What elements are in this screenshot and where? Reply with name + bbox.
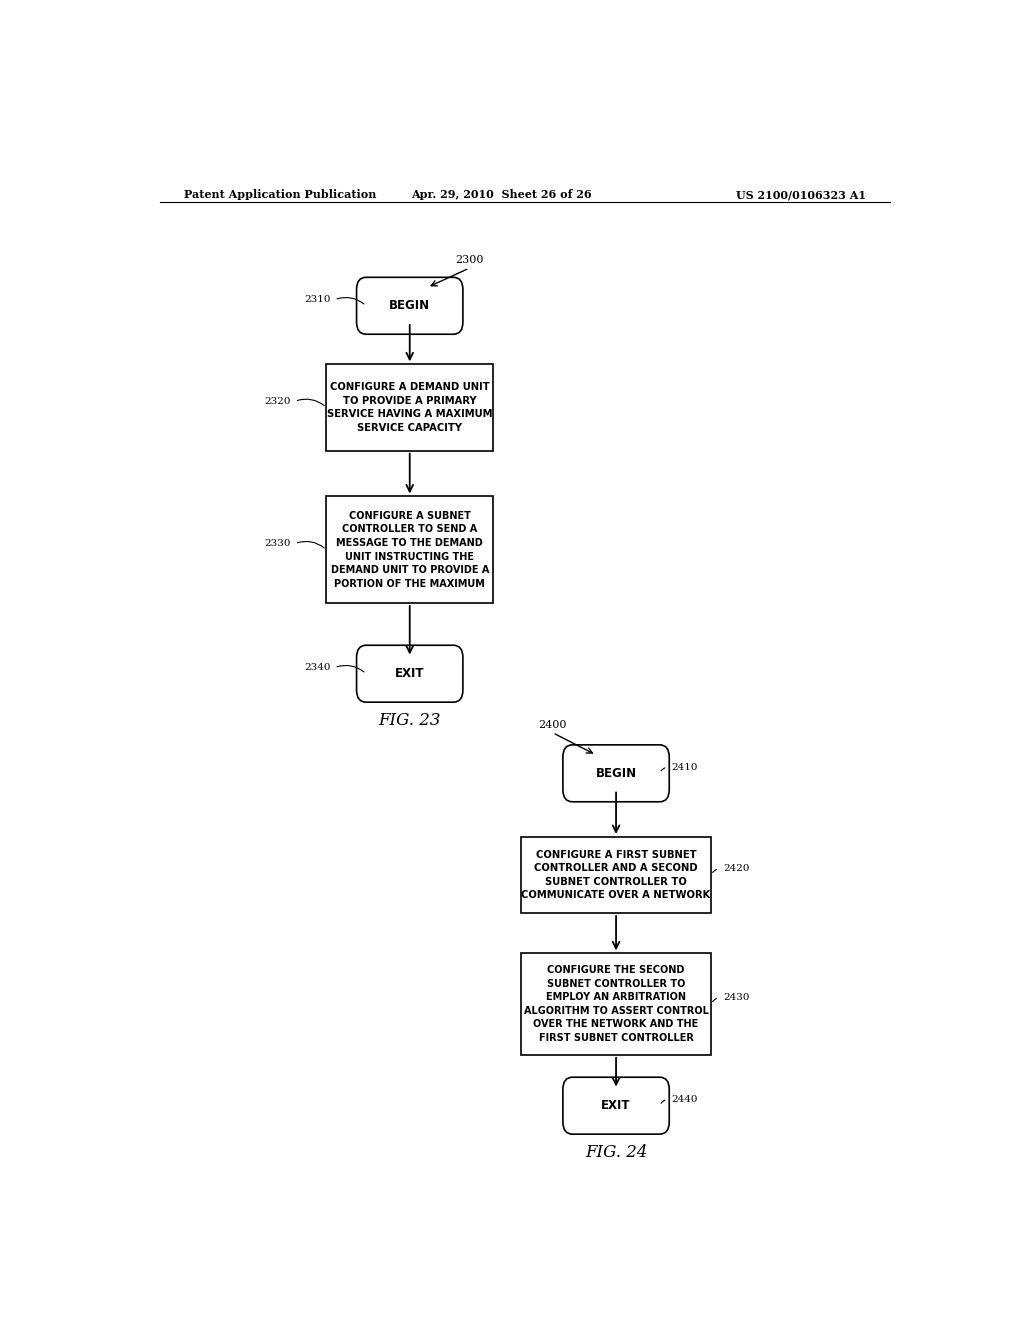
Text: CONFIGURE A DEMAND UNIT
TO PROVIDE A PRIMARY
SERVICE HAVING A MAXIMUM
SERVICE CA: CONFIGURE A DEMAND UNIT TO PROVIDE A PRI… bbox=[327, 381, 493, 433]
Text: 2410: 2410 bbox=[672, 763, 698, 772]
Text: 2330: 2330 bbox=[264, 539, 291, 548]
Text: US 2100/0106323 A1: US 2100/0106323 A1 bbox=[736, 190, 866, 201]
Text: CONFIGURE A SUBNET
CONTROLLER TO SEND A
MESSAGE TO THE DEMAND
UNIT INSTRUCTING T: CONFIGURE A SUBNET CONTROLLER TO SEND A … bbox=[331, 511, 488, 589]
Text: Apr. 29, 2010  Sheet 26 of 26: Apr. 29, 2010 Sheet 26 of 26 bbox=[411, 190, 591, 201]
Text: BEGIN: BEGIN bbox=[389, 300, 430, 313]
Text: 2430: 2430 bbox=[723, 994, 750, 1002]
FancyBboxPatch shape bbox=[327, 496, 494, 603]
Text: EXIT: EXIT bbox=[395, 667, 425, 680]
FancyBboxPatch shape bbox=[356, 277, 463, 334]
Text: Patent Application Publication: Patent Application Publication bbox=[183, 190, 376, 201]
Text: 2420: 2420 bbox=[723, 865, 750, 874]
Text: 2440: 2440 bbox=[672, 1096, 698, 1104]
FancyBboxPatch shape bbox=[356, 645, 463, 702]
FancyBboxPatch shape bbox=[563, 744, 670, 801]
Text: CONFIGURE A FIRST SUBNET
CONTROLLER AND A SECOND
SUBNET CONTROLLER TO
COMMUNICAT: CONFIGURE A FIRST SUBNET CONTROLLER AND … bbox=[521, 850, 711, 900]
Text: 2310: 2310 bbox=[304, 296, 331, 304]
FancyBboxPatch shape bbox=[521, 837, 712, 913]
Text: 2300: 2300 bbox=[455, 255, 483, 265]
Text: 2320: 2320 bbox=[264, 397, 291, 405]
Text: BEGIN: BEGIN bbox=[596, 767, 637, 780]
Text: FIG. 24: FIG. 24 bbox=[585, 1144, 647, 1160]
Text: 2340: 2340 bbox=[304, 663, 331, 672]
Text: FIG. 23: FIG. 23 bbox=[379, 711, 441, 729]
Text: CONFIGURE THE SECOND
SUBNET CONTROLLER TO
EMPLOY AN ARBITRATION
ALGORITHM TO ASS: CONFIGURE THE SECOND SUBNET CONTROLLER T… bbox=[523, 965, 709, 1043]
FancyBboxPatch shape bbox=[521, 953, 712, 1055]
FancyBboxPatch shape bbox=[327, 364, 494, 450]
FancyBboxPatch shape bbox=[563, 1077, 670, 1134]
Text: EXIT: EXIT bbox=[601, 1100, 631, 1113]
Text: 2400: 2400 bbox=[539, 719, 567, 730]
